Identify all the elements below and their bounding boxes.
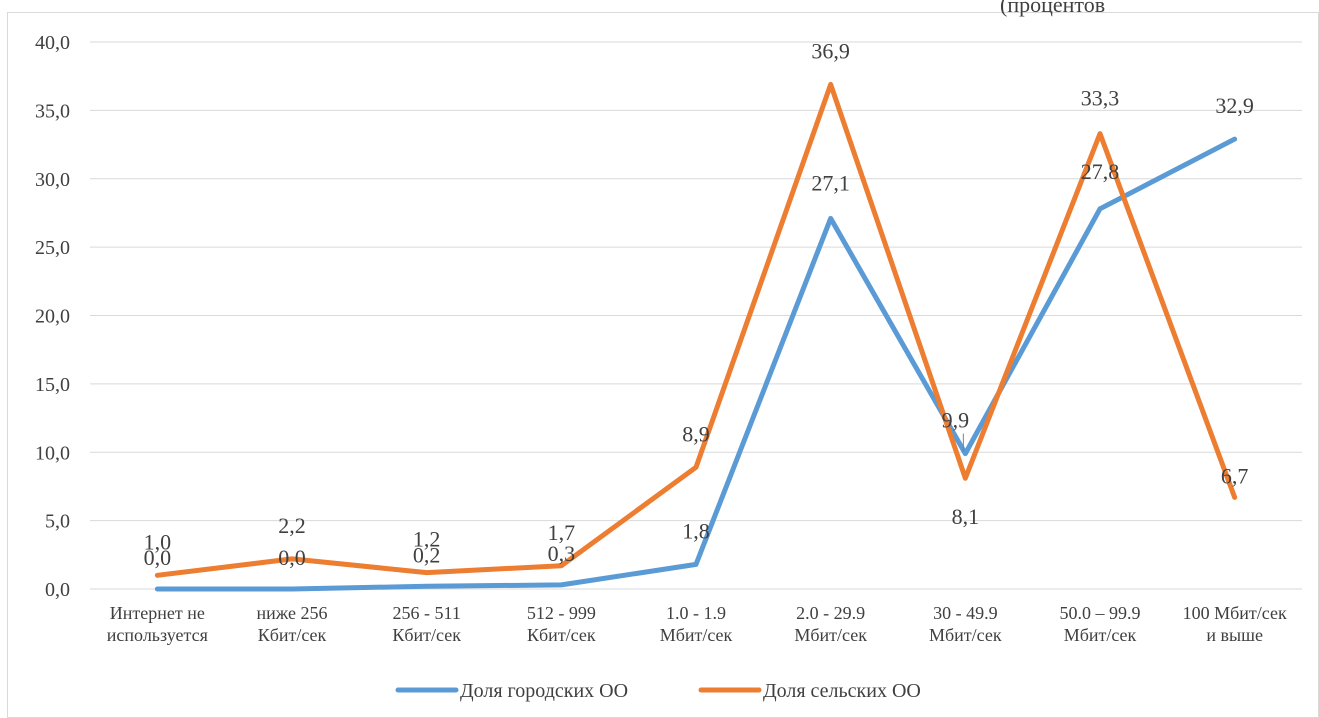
data-label: 1,0 bbox=[144, 529, 172, 554]
data-label: 2,2 bbox=[278, 513, 306, 538]
x-category-label-line: Мбит/сек bbox=[794, 625, 867, 645]
y-tick-label: 10,0 bbox=[35, 442, 70, 464]
x-category-label-line: и выше bbox=[1206, 625, 1263, 645]
data-label: 1,7 bbox=[548, 520, 576, 545]
x-category-label: 2.0 - 29.9 Мбит/сек bbox=[794, 603, 867, 645]
x-category-label-line: ниже 256 bbox=[257, 603, 328, 623]
data-point bbox=[1098, 207, 1102, 211]
data-label: 0,2 bbox=[413, 542, 441, 567]
legend: Доля городских ОО Доля сельских ОО bbox=[395, 680, 921, 702]
y-tick-label: 30,0 bbox=[35, 169, 70, 191]
x-category-label-line: используется bbox=[107, 625, 208, 645]
data-point bbox=[1098, 132, 1102, 136]
x-category-label-line: Кбит/сек bbox=[392, 625, 461, 645]
data-point bbox=[694, 562, 698, 566]
x-category-label-line: Интернет не bbox=[110, 603, 205, 623]
data-label: 32,9 bbox=[1215, 93, 1254, 118]
data-point bbox=[290, 557, 294, 561]
data-point bbox=[1233, 495, 1237, 499]
data-label: 9,9 bbox=[942, 408, 970, 433]
chart-area bbox=[7, 12, 1319, 718]
chart-corner-text: (процентов bbox=[1000, 0, 1105, 17]
data-point bbox=[425, 584, 429, 588]
x-category-label-line: 50.0 – 99.9 bbox=[1060, 603, 1141, 623]
y-tick-label: 5,0 bbox=[45, 511, 70, 533]
data-point bbox=[290, 587, 294, 591]
x-category-label-line: Мбит/сек bbox=[1064, 625, 1137, 645]
data-label: 0,0 bbox=[144, 545, 172, 570]
data-label: 36,9 bbox=[811, 38, 850, 63]
x-category-label-line: 512 - 999 bbox=[527, 603, 596, 623]
x-category-label: ниже 256 Кбит/сек bbox=[257, 603, 328, 645]
x-category-label-line: Кбит/сек bbox=[258, 625, 327, 645]
x-category-label: 256 - 511 Кбит/сек bbox=[392, 603, 461, 645]
data-label: 0,3 bbox=[548, 541, 576, 566]
y-tick-label: 20,0 bbox=[35, 306, 70, 328]
data-point bbox=[1233, 137, 1237, 141]
x-category-label: 1.0 - 1.9 Мбит/сек bbox=[660, 603, 733, 645]
data-point bbox=[694, 465, 698, 469]
x-category-label: 30 - 49.9 Мбит/сек bbox=[929, 603, 1002, 645]
data-point bbox=[963, 476, 967, 480]
data-label: 0,0 bbox=[278, 545, 306, 570]
series-lines bbox=[154, 81, 1238, 592]
x-category-label-line: Мбит/сек bbox=[660, 625, 733, 645]
x-category-label-line: 2.0 - 29.9 bbox=[796, 603, 865, 623]
data-label: 27,1 bbox=[811, 170, 850, 195]
data-label: 6,7 bbox=[1221, 463, 1249, 488]
data-label: 33,3 bbox=[1081, 86, 1120, 111]
x-category-label: 50.0 – 99.9 Мбит/сек bbox=[1060, 603, 1141, 645]
x-category-label-line: 30 - 49.9 bbox=[933, 603, 998, 623]
data-point bbox=[829, 216, 833, 220]
y-tick-label: 15,0 bbox=[35, 374, 70, 396]
x-category-label-line: 1.0 - 1.9 bbox=[666, 603, 726, 623]
legend-label: Доля сельских ОО bbox=[763, 680, 921, 702]
x-category-label-line: Мбит/сек bbox=[929, 625, 1002, 645]
data-point bbox=[155, 587, 159, 591]
data-point bbox=[963, 452, 967, 456]
y-axis-ticks: 0,0 5,0 10,0 15,0 20,0 25,0 30,0 35,0 40,0 bbox=[35, 32, 70, 601]
data-label: 27,8 bbox=[1081, 159, 1120, 184]
data-point bbox=[425, 571, 429, 575]
data-label: 1,8 bbox=[682, 518, 710, 543]
y-tick-label: 35,0 bbox=[35, 100, 70, 122]
data-label: 8,1 bbox=[952, 504, 980, 529]
x-category-label: 100 Мбит/сек и выше bbox=[1183, 603, 1287, 645]
y-tick-label: 25,0 bbox=[35, 237, 70, 259]
y-tick-label: 40,0 bbox=[35, 32, 70, 54]
x-category-label: 512 - 999 Кбит/сек bbox=[527, 603, 596, 645]
legend-label: Доля городских ОО bbox=[460, 680, 628, 702]
data-point bbox=[559, 564, 563, 568]
x-category-label-line: 100 Мбит/сек bbox=[1183, 603, 1287, 623]
x-category-label-line: Кбит/сек bbox=[527, 625, 596, 645]
data-point bbox=[559, 583, 563, 587]
x-category-label-line: 256 - 511 bbox=[393, 603, 461, 623]
data-point bbox=[155, 573, 159, 577]
data-label: 8,9 bbox=[682, 421, 710, 446]
y-tick-label: 0,0 bbox=[45, 579, 70, 601]
data-label: 1,2 bbox=[413, 527, 441, 552]
data-labels: 0,0 0,0 0,2 0,3 1,8 27,1 9,9 27,8 32,9 1,0 2,2 1,2 1… bbox=[144, 38, 1254, 570]
data-point bbox=[829, 82, 833, 86]
x-category-label: Интернет не используется bbox=[107, 603, 208, 645]
